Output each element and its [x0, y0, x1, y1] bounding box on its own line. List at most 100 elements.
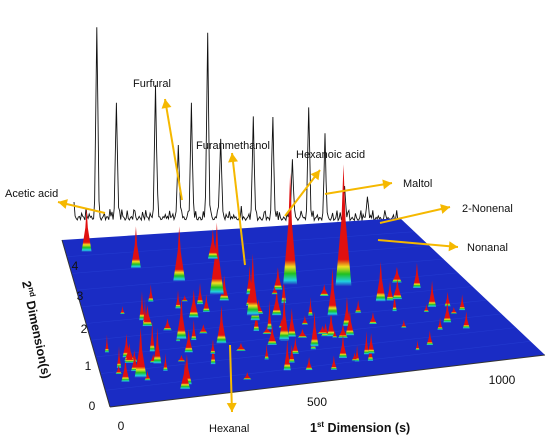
- compound-label: Furanmethanol: [196, 140, 270, 152]
- arrow-furfural: [164, 98, 183, 201]
- minor-peak: [462, 311, 470, 329]
- first-dimension-trace: [73, 27, 401, 222]
- minor-peak: [288, 344, 295, 363]
- minor-peak: [301, 315, 309, 325]
- compound-label: Furfural: [133, 78, 171, 90]
- x-axis-title: 1st Dimension (s): [310, 420, 410, 435]
- minor-peak: [148, 284, 154, 302]
- arrow-hexanoic-acid-head: [310, 170, 320, 181]
- major-peak: [327, 267, 338, 316]
- x-tick-label: 0: [118, 419, 125, 433]
- minor-peak: [426, 330, 434, 346]
- major-peak: [279, 295, 290, 341]
- minor-peak: [351, 352, 358, 361]
- arrow-hexanal: [229, 344, 233, 413]
- arrow-2-nonenal: [379, 206, 451, 224]
- minor-peak: [283, 339, 291, 371]
- arrow-maltol: [324, 182, 393, 195]
- minor-peak: [191, 319, 197, 341]
- minor-peak: [196, 282, 204, 305]
- minor-peak: [104, 334, 109, 353]
- minor-peak: [427, 280, 437, 308]
- minor-peak: [199, 324, 208, 334]
- minor-peak: [437, 317, 443, 330]
- arrow-hexanoic-acid: [284, 169, 321, 217]
- major-peak: [443, 300, 452, 323]
- surface-ridge: [85, 286, 473, 324]
- minor-peak: [181, 295, 188, 302]
- surface-ridge: [90, 299, 488, 341]
- minor-peak: [423, 303, 429, 313]
- arrow-furfural-head: [161, 99, 172, 109]
- minor-peak: [345, 310, 355, 336]
- arrow-hexanal-head: [226, 402, 237, 412]
- arrow-nonanal-head: [448, 241, 458, 252]
- minor-peak: [273, 267, 283, 290]
- arrow-furanmethanol: [231, 152, 246, 266]
- minor-peak: [139, 291, 145, 321]
- minor-peak: [401, 319, 407, 328]
- major-peak: [207, 229, 218, 260]
- y-tick-label: 4: [72, 259, 79, 273]
- major-peak: [81, 207, 92, 252]
- minor-peak: [317, 325, 328, 335]
- minor-peak: [264, 343, 269, 360]
- compound-label: Hexanal: [209, 423, 249, 435]
- minor-peak: [116, 346, 122, 369]
- minor-peak: [262, 326, 272, 335]
- minor-peak: [144, 370, 151, 381]
- minor-peak: [355, 299, 362, 313]
- x-tick-label: 500: [307, 395, 327, 409]
- minor-peak: [413, 262, 421, 289]
- major-peak: [310, 311, 319, 347]
- minor-peak: [319, 284, 329, 297]
- peak-layer: [81, 164, 470, 390]
- minor-peak: [327, 310, 336, 337]
- surface-ridge: [105, 341, 531, 391]
- minor-peak: [369, 312, 377, 325]
- minor-peak: [415, 340, 420, 351]
- minor-peak: [130, 352, 139, 372]
- compound-label: Nonanal: [467, 242, 508, 254]
- minor-peak: [142, 305, 153, 327]
- arrow-acetic-acid-head: [58, 199, 68, 209]
- minor-peak: [297, 328, 308, 338]
- minor-peak: [210, 339, 216, 354]
- surface-ridge: [95, 313, 502, 358]
- y-tick-label: 2: [81, 322, 88, 336]
- minor-peak: [202, 294, 210, 313]
- minor-peak: [392, 291, 397, 312]
- minor-peak: [338, 334, 348, 359]
- minor-peak: [332, 329, 338, 338]
- major-peak: [283, 172, 298, 285]
- minor-peak: [444, 291, 451, 307]
- minor-peak: [267, 300, 272, 330]
- minor-peak: [392, 278, 403, 300]
- minor-peak: [236, 342, 246, 351]
- minor-peak: [149, 321, 155, 352]
- minor-peak: [392, 266, 402, 283]
- trace-line: [73, 27, 401, 222]
- minor-peak: [243, 372, 252, 380]
- minor-peak: [121, 357, 130, 382]
- major-peak: [459, 294, 466, 311]
- minor-peak: [338, 324, 348, 339]
- minor-peak: [180, 361, 191, 390]
- minor-peak: [330, 355, 337, 370]
- y-tick-label: 3: [77, 289, 84, 303]
- minor-peak: [305, 357, 313, 371]
- arrow-furanmethanol-head: [228, 153, 239, 163]
- annotation-arrows: [57, 98, 459, 413]
- minor-peak: [367, 333, 375, 354]
- x-tick-label: 1000: [489, 373, 516, 387]
- surface-ridge: [71, 245, 430, 274]
- arrow-2-nonenal-head: [440, 204, 450, 214]
- y-tick-label: 1: [85, 359, 92, 373]
- compound-labels: Acetic acid Furfural Furanmethanol Hexanoic…: [5, 78, 513, 435]
- major-peak: [216, 305, 227, 344]
- arrow-maltol-head: [382, 179, 392, 190]
- major-peak: [176, 297, 187, 340]
- minor-peak: [287, 308, 296, 338]
- major-peak: [375, 261, 386, 302]
